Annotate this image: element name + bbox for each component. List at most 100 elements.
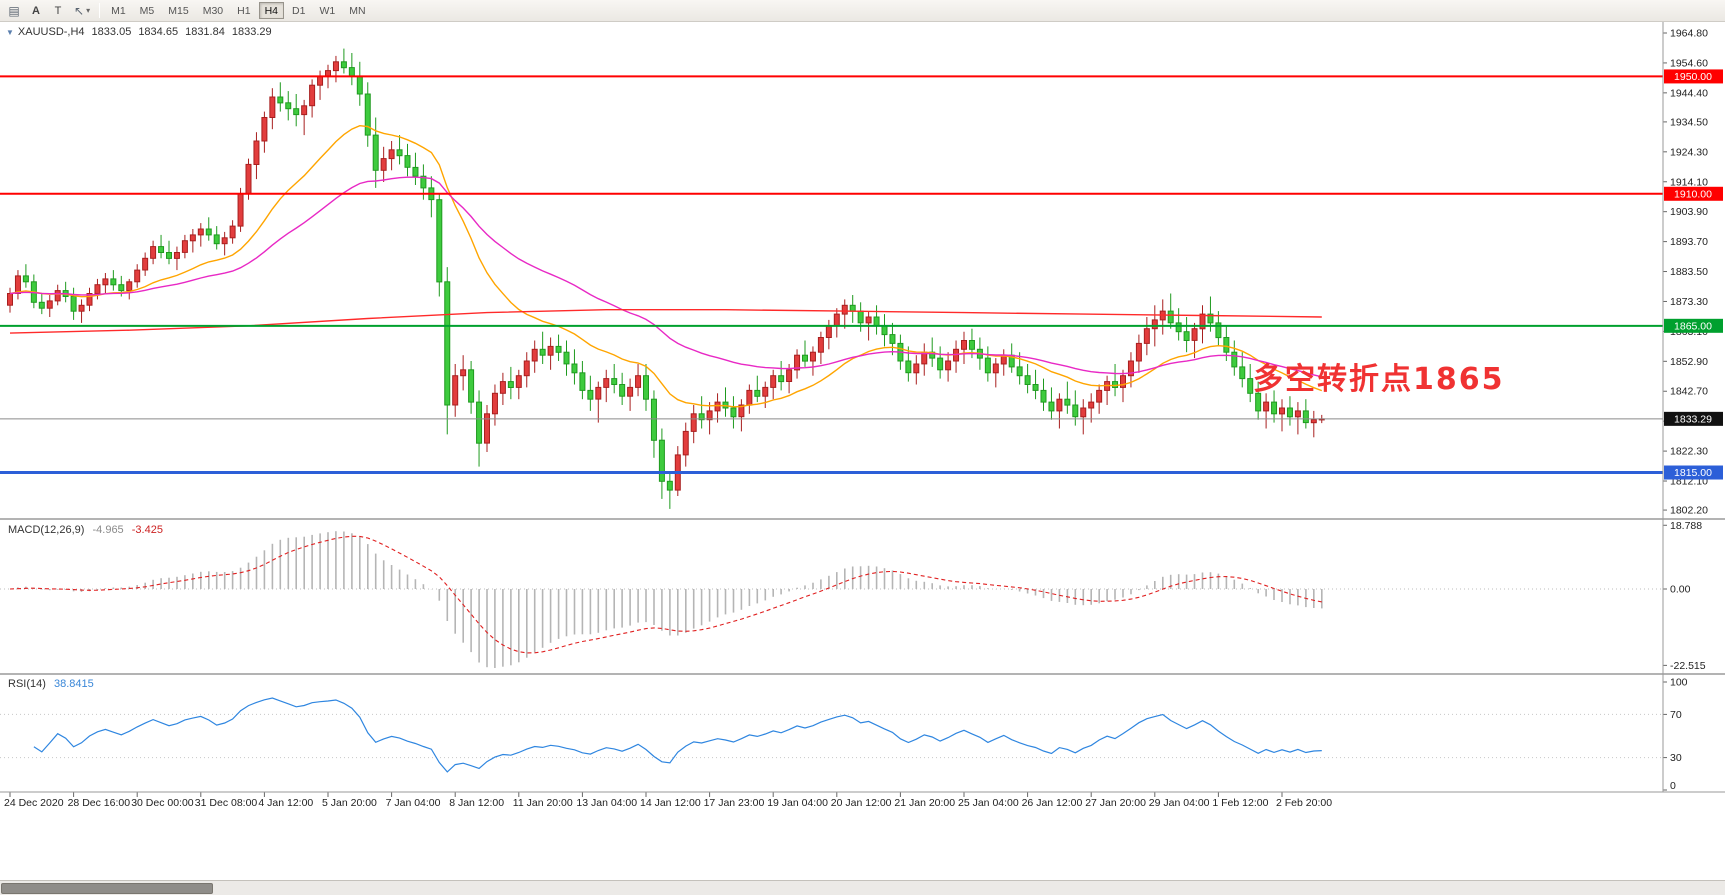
- candle-body-bear: [563, 351, 570, 365]
- candle-body-bear: [166, 252, 172, 259]
- text-tool-button[interactable]: T: [48, 2, 68, 20]
- candle-body-bull: [833, 313, 840, 327]
- timeframe-button-mn[interactable]: MN: [343, 2, 371, 19]
- candle-body-bear: [1040, 389, 1047, 403]
- toolbar: ▤ A T ↖ ▾ M1 M5 M15 M30 H1 H4 D1 W1 MN: [0, 0, 1725, 22]
- bid-price-badge: [1664, 411, 1723, 426]
- candle-body-bull: [221, 237, 228, 245]
- candle-body-bear: [38, 301, 45, 309]
- timeframe-button-m5[interactable]: M5: [134, 2, 161, 19]
- candle-body-bear: [213, 234, 220, 245]
- timeframe-button-m1[interactable]: M1: [105, 2, 132, 19]
- candle-body-bear: [293, 108, 300, 116]
- candle-body-bear: [277, 96, 284, 104]
- candle-body-bear: [937, 357, 944, 371]
- candle-body-bull: [173, 252, 180, 259]
- time-axis-label: 31 Dec 08:00: [195, 797, 258, 809]
- timeframe-button-h1[interactable]: H1: [231, 2, 256, 19]
- one-click-trading-arrow-icon[interactable]: ▼: [6, 27, 14, 37]
- candle-body-bear: [412, 166, 419, 177]
- candle-body-bull: [865, 316, 872, 324]
- timeframe-button-d1[interactable]: D1: [286, 2, 311, 19]
- time-axis-label: 5 Jan 20:00: [322, 797, 377, 809]
- timeframe-button-w1[interactable]: W1: [313, 2, 341, 19]
- price-scale-label: 1934.50: [1670, 116, 1708, 128]
- time-axis-label: 7 Jan 04:00: [386, 797, 441, 809]
- candle-body-bear: [420, 175, 427, 189]
- price-scale-label: 1954.60: [1670, 57, 1708, 69]
- candle-body-bear: [444, 281, 451, 406]
- candle-body-bear: [468, 369, 475, 403]
- macd-signal-value: -3.425: [131, 524, 163, 536]
- rsi-title: RSI(14): [8, 678, 46, 690]
- candle-body-bull: [134, 269, 141, 283]
- candle-body-bear: [110, 278, 117, 286]
- candle-body-bear: [118, 284, 125, 292]
- cursor-tool-button[interactable]: ↖ ▾: [70, 2, 94, 20]
- candle-body-bull: [7, 293, 13, 306]
- candle-body-bear: [396, 149, 403, 157]
- rsi-line: [33, 697, 1322, 773]
- scrollbar-thumb[interactable]: [1, 883, 213, 894]
- time-axis-label: 13 Jan 04:00: [576, 797, 637, 809]
- timeframe-group: M1 M5 M15 M30 H1 H4 D1 W1 MN: [104, 2, 372, 19]
- candle-body-bull: [499, 381, 506, 394]
- candle-body-bear: [905, 360, 912, 374]
- candle-body-bull: [388, 149, 395, 160]
- candle-body-bull: [523, 360, 530, 377]
- chart-type-icon: ▤: [8, 3, 20, 18]
- candle-body-bull: [1127, 360, 1134, 377]
- candle-body-bear: [70, 296, 77, 312]
- candle-body-bear: [364, 93, 371, 136]
- candle-body-bull: [1088, 401, 1095, 409]
- candle-body-bear: [1175, 322, 1182, 333]
- time-axis-label: 19 Jan 04:00: [767, 797, 828, 809]
- candle-body-bull: [142, 257, 149, 271]
- candle-body-bear: [650, 398, 657, 441]
- candle-body-bear: [1064, 398, 1071, 406]
- timeframe-button-h4[interactable]: H4: [258, 2, 285, 19]
- candle-body-bull: [1310, 419, 1317, 424]
- candle-body-bear: [873, 316, 880, 327]
- time-axis-label: 8 Jan 12:00: [449, 797, 504, 809]
- time-axis-label: 26 Jan 12:00: [1022, 797, 1083, 809]
- candle-body-bear: [1112, 381, 1119, 389]
- high-value: 1834.65: [138, 26, 179, 38]
- candle-body-bear: [356, 75, 363, 95]
- horizontal-scrollbar[interactable]: [0, 880, 1725, 895]
- annotation-text: 多空转折点1865: [1253, 362, 1505, 397]
- candle-body-bear: [968, 340, 975, 350]
- timeframe-button-m30[interactable]: M30: [197, 2, 229, 19]
- candle-body-bull: [237, 193, 244, 227]
- candle-body-bear: [579, 372, 586, 391]
- candle-body-bull: [945, 360, 952, 371]
- price-scale-label: 1802.20: [1670, 505, 1708, 517]
- macd-main-value: -4.965: [92, 524, 124, 536]
- candle-body-bear: [1271, 401, 1278, 415]
- candle-body-bear: [889, 334, 896, 344]
- candle-body-bear: [1286, 407, 1293, 418]
- candle-body-bull: [102, 278, 109, 286]
- price-scale-label: 1873.30: [1670, 296, 1708, 308]
- candle-body-bear: [1032, 384, 1039, 391]
- candle-body-bull: [547, 345, 554, 356]
- time-axis-label: 17 Jan 23:00: [704, 797, 765, 809]
- candle-body-bear: [539, 348, 546, 356]
- price-scale-label: 1903.90: [1670, 206, 1708, 218]
- candle-body-bull: [682, 430, 689, 456]
- cursor-icon: ↖: [74, 3, 85, 18]
- candle-body-bull: [1151, 319, 1158, 330]
- chart-canvas[interactable]: 1964.80 1954.60 1944.40 1934.50 1924.30 1914.…: [0, 22, 1725, 880]
- time-axis-label: 21 Jan 20:00: [894, 797, 955, 809]
- price-scale-label: 1883.50: [1670, 266, 1708, 278]
- time-axis-label: 14 Jan 12:00: [640, 797, 701, 809]
- candle-body-bear: [158, 246, 165, 254]
- chart-type-button[interactable]: ▤: [4, 2, 24, 20]
- timeframe-button-m15[interactable]: M15: [162, 2, 194, 19]
- time-axis-label: 4 Jan 12:00: [258, 797, 313, 809]
- candle-body-bear: [348, 67, 355, 77]
- font-style-a-button[interactable]: A: [26, 2, 46, 20]
- candle-body-bear: [205, 228, 212, 236]
- candle-body-bull: [309, 84, 316, 107]
